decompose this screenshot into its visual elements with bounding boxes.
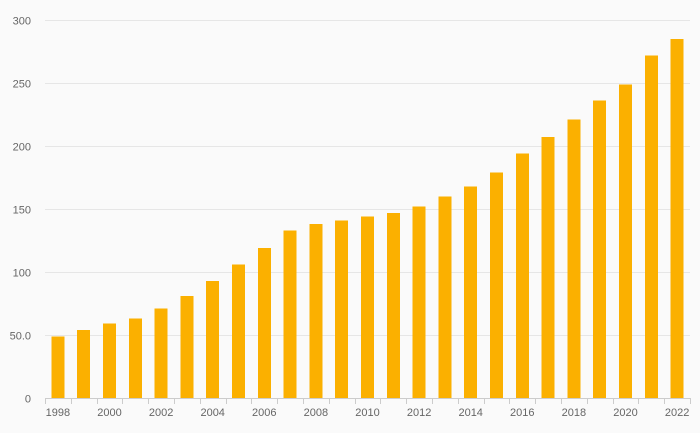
y-tick-label: 200 bbox=[13, 142, 31, 154]
y-axis-ticks: 0 50.0 100 150 200 250 300 bbox=[10, 16, 31, 406]
x-tick-label: 2022 bbox=[665, 407, 689, 419]
x-tick-label: 2004 bbox=[200, 407, 224, 419]
y-tick-label: 0 bbox=[25, 394, 31, 406]
y-tick-label: 100 bbox=[13, 268, 31, 280]
bar-2018 bbox=[567, 119, 581, 398]
x-tick-label: 1998 bbox=[46, 407, 70, 419]
bar-2003 bbox=[180, 295, 194, 398]
bar-2011 bbox=[386, 212, 400, 398]
bar-1998 bbox=[51, 336, 65, 398]
y-tick-label: 50.0 bbox=[10, 331, 31, 343]
x-tick-label: 2002 bbox=[149, 407, 173, 419]
x-tick-label: 2020 bbox=[613, 407, 637, 419]
bar-2019 bbox=[593, 100, 607, 398]
bar-2016 bbox=[515, 153, 529, 398]
bars bbox=[51, 38, 684, 399]
bar-2004 bbox=[206, 280, 220, 398]
x-tick-label: 2018 bbox=[562, 407, 586, 419]
x-tick-label: 2006 bbox=[252, 407, 276, 419]
bar-2006 bbox=[257, 248, 271, 398]
bar-2001 bbox=[128, 318, 142, 398]
bar-2020 bbox=[619, 84, 632, 398]
x-tick-label: 2008 bbox=[304, 407, 328, 419]
x-axis-ticks: 1998 2000 2002 2004 2006 2008 2010 2012 2014 2016… bbox=[46, 407, 690, 419]
bar-2014 bbox=[464, 186, 478, 398]
x-tick-label: 2010 bbox=[355, 407, 379, 419]
bar-2021 bbox=[644, 55, 658, 398]
x-tick-label: 2012 bbox=[407, 407, 431, 419]
bar-2007 bbox=[283, 230, 297, 398]
bar-2002 bbox=[154, 308, 168, 398]
x-tick-label: 2016 bbox=[510, 407, 534, 419]
y-tick-label: 250 bbox=[13, 79, 31, 91]
axes bbox=[45, 398, 691, 404]
bar-2009 bbox=[335, 220, 349, 398]
x-tick-label: 2000 bbox=[97, 407, 121, 419]
bar-2022 bbox=[670, 38, 684, 399]
y-tick-label: 150 bbox=[13, 205, 31, 217]
bar-2013 bbox=[438, 196, 452, 398]
bar-1999 bbox=[77, 329, 91, 398]
bar-2000 bbox=[103, 323, 116, 398]
bar-2010 bbox=[361, 216, 374, 398]
bar-2008 bbox=[309, 224, 323, 398]
bar-2012 bbox=[412, 206, 426, 398]
x-tick-label: 2014 bbox=[458, 407, 482, 419]
bar-2005 bbox=[232, 264, 245, 398]
bar-2017 bbox=[541, 137, 555, 398]
bar-2015 bbox=[490, 172, 503, 398]
gridlines bbox=[45, 20, 690, 336]
y-tick-label: 300 bbox=[13, 16, 31, 28]
